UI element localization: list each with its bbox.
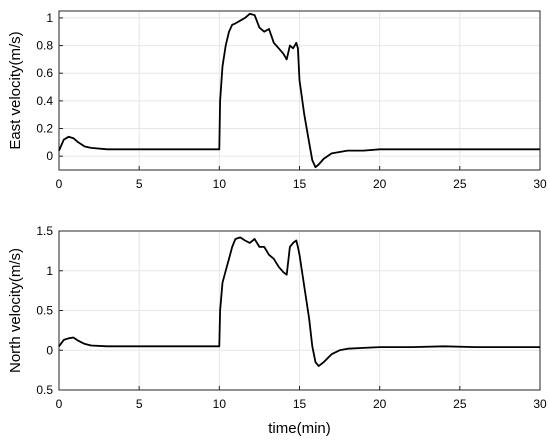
x-tick-label: 20 [373, 177, 387, 191]
x-tick-label: 20 [373, 397, 387, 411]
x-tick-label: 0 [56, 177, 63, 191]
east-velocity-x-ticks: 0 5 10 15 20 25 30 [56, 166, 547, 191]
y-tick-label: 0.5 [36, 383, 53, 397]
north-velocity-panel: 0 5 10 15 20 25 30 1.510.500.5 North velocity(… [7, 224, 547, 437]
x-tick-label: 5 [136, 397, 143, 411]
east-velocity-panel: 0 5 10 15 20 25 30 0 0.2 0.4 0.6 0.8 1 East velocit… [7, 10, 547, 191]
north-velocity-y-ticks: 1.5 1 0.5 0 0.5 [36, 224, 63, 397]
north-velocity-x-ticks: 0 5 10 15 20 25 30 [56, 386, 547, 411]
east-velocity-series-line [58, 12, 540, 169]
east-velocity-y-axis-label: East velocity(m/s) [7, 31, 24, 149]
x-tick-label: 0 [56, 397, 63, 411]
x-tick-label: 25 [453, 397, 467, 411]
y-tick-label: 0.5 [36, 304, 53, 318]
x-tick-label: 10 [213, 397, 227, 411]
x-tick-label: 30 [533, 397, 547, 411]
x-tick-label: 15 [293, 397, 307, 411]
east-velocity-y-ticks: 0 0.2 0.4 0.6 0.8 1 [36, 11, 63, 163]
x-tick-label: 10 [213, 177, 227, 191]
y-tick-label: 0.8 [36, 39, 53, 53]
y-tick-label: 0.4 [36, 94, 53, 108]
x-tick-label: 15 [293, 177, 307, 191]
time-axis-label: time(min) [268, 420, 331, 437]
x-tick-label: 5 [136, 177, 143, 191]
north-velocity-y-axis-label: North velocity(m/s) [7, 248, 24, 373]
y-tick-label: 0 [46, 149, 53, 163]
y-tick-label: 0.2 [36, 122, 53, 136]
y-tick-label: 1 [46, 11, 53, 25]
x-tick-label: 25 [453, 177, 467, 191]
y-tick-label: 1.5 [36, 224, 53, 238]
north-velocity-series-line [58, 236, 540, 367]
x-tick-label: 30 [533, 177, 547, 191]
y-tick-label: 1 [46, 264, 53, 278]
y-tick-label: 0 [46, 343, 53, 357]
y-tick-label: 0.6 [36, 66, 53, 80]
